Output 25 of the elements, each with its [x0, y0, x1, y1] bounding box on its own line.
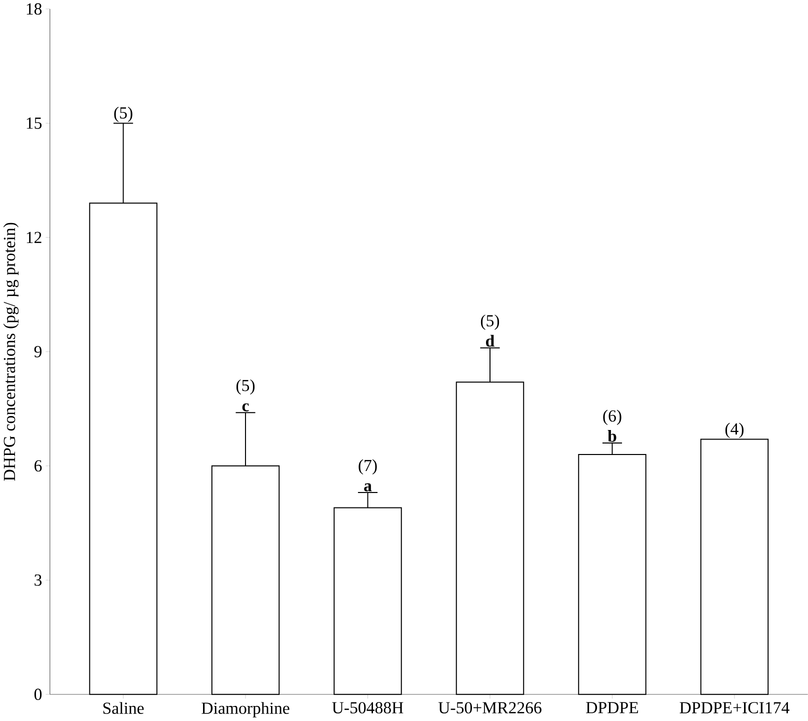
y-tick-label: 9	[34, 346, 42, 358]
y-tick-label: 0	[34, 688, 42, 700]
x-tick-label: Saline	[103, 702, 144, 714]
y-tick-label: 12	[26, 232, 42, 244]
x-tick-label: DPDPE	[586, 702, 638, 714]
y-tick-label: 3	[34, 574, 42, 586]
x-tick-label: Diamorphine	[202, 702, 290, 718]
y-tick-label: 15	[26, 118, 42, 130]
annotation: (6)	[603, 410, 622, 426]
y-axis-title: DHPG concentrations (pg/ µg protein)	[3, 223, 19, 481]
x-tick-label: U-50488H	[332, 702, 404, 714]
y-tick-label: 6	[34, 460, 42, 472]
annotation: (5)	[236, 380, 255, 395]
x-tick-label: DPDPE+ICI174	[680, 702, 790, 714]
annotation: (4)	[725, 422, 744, 438]
annotation: c	[242, 404, 249, 412]
annotation: (7)	[358, 459, 377, 475]
bar	[700, 438, 769, 696]
annotation: a	[364, 483, 372, 492]
annotation: d	[486, 335, 494, 347]
annotation: b	[608, 430, 616, 442]
annotation: (5)	[114, 106, 132, 122]
y-tick-label: 18	[26, 3, 42, 15]
annotation: (5)	[480, 314, 500, 330]
x-tick-label: U-50+MR2266	[438, 702, 542, 714]
